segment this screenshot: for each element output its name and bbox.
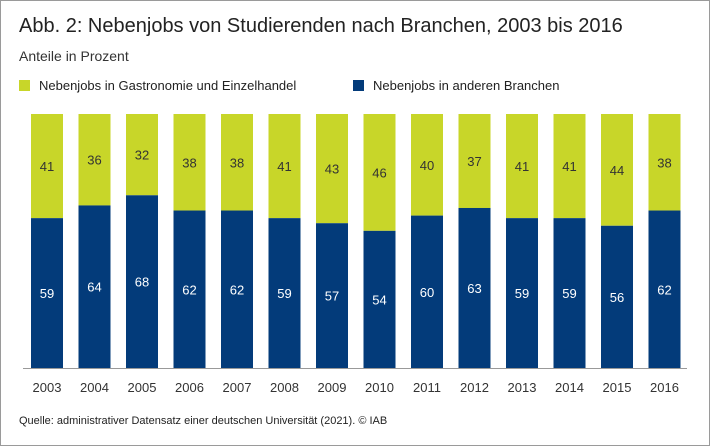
bar-andere-2015 [601, 225, 633, 368]
value-label-andere-2016: 62 [657, 282, 671, 297]
bar-group-2008: 41 59 2008 [268, 114, 301, 395]
x-tick-label-2003: 2003 [33, 380, 62, 395]
bar-andere-2009 [316, 223, 348, 368]
bar-andere-2010 [363, 230, 396, 368]
bar-group-2003: 41 59 2003 [31, 114, 63, 395]
bar-gastro-2008 [268, 114, 301, 219]
x-tick-label-2013: 2013 [508, 380, 537, 395]
bar-group-2007: 38 62 2007 [221, 114, 253, 395]
x-tick-label-2006: 2006 [175, 380, 204, 395]
bar-group-2011: 40 60 2011 [411, 114, 443, 395]
value-label-gastro-2014: 41 [562, 159, 576, 174]
bar-gastro-2010 [363, 114, 396, 231]
value-label-andere-2014: 59 [562, 286, 576, 301]
bar-group-2010: 46 54 2010 [363, 114, 396, 395]
value-label-andere-2003: 59 [40, 286, 54, 301]
value-label-andere-2015: 56 [610, 290, 624, 305]
bar-andere-2006 [173, 210, 206, 368]
bar-group-2014: 41 59 2014 [553, 114, 586, 395]
value-label-andere-2010: 54 [372, 292, 386, 307]
bar-andere-2003 [31, 218, 63, 368]
bar-group-2015: 44 56 2015 [601, 114, 633, 395]
x-tick-label-2005: 2005 [128, 380, 157, 395]
bar-gastro-2014 [553, 114, 586, 219]
x-tick-label-2008: 2008 [270, 380, 299, 395]
bar-gastro-2016 [648, 114, 681, 211]
value-label-andere-2007: 62 [230, 282, 244, 297]
bar-andere-2013 [506, 218, 538, 368]
value-label-andere-2011: 60 [420, 285, 434, 300]
chart-subtitle: Anteile in Prozent [19, 48, 129, 64]
bar-group-2016: 38 62 2016 [648, 114, 681, 395]
bar-group-2006: 38 62 2006 [173, 114, 206, 395]
x-tick-label-2010: 2010 [365, 380, 394, 395]
bar-gastro-2015 [601, 114, 633, 226]
bar-gastro-2004 [78, 114, 111, 206]
value-label-gastro-2015: 44 [610, 163, 624, 178]
value-label-gastro-2016: 38 [657, 155, 671, 170]
bar-gastro-2009 [316, 114, 348, 224]
bar-gastro-2011 [411, 114, 443, 216]
bar-group-2013: 41 59 2013 [506, 114, 538, 395]
bar-andere-2007 [221, 210, 253, 368]
legend-swatch-gastro [19, 80, 30, 91]
bar-gastro-2006 [173, 114, 206, 211]
value-label-gastro-2009: 43 [325, 162, 339, 177]
bar-group-2009: 43 57 2009 [316, 114, 348, 395]
value-label-gastro-2008: 41 [277, 159, 291, 174]
value-label-gastro-2005: 32 [135, 148, 149, 163]
bar-group-2012: 37 63 2012 [458, 114, 491, 395]
bar-gastro-2005 [126, 114, 158, 196]
value-label-gastro-2006: 38 [182, 155, 196, 170]
source-note: Quelle: administrativer Datensatz einer … [19, 415, 388, 427]
bar-gastro-2003 [31, 114, 63, 219]
value-label-gastro-2011: 40 [420, 158, 434, 173]
value-label-andere-2012: 63 [467, 281, 481, 296]
x-tick-label-2016: 2016 [650, 380, 679, 395]
bar-gastro-2012 [458, 114, 491, 208]
bar-group-2004: 36 64 2004 [78, 114, 111, 395]
legend-label-gastro: Nebenjobs in Gastronomie und Einzelhande… [39, 78, 297, 93]
value-label-gastro-2013: 41 [515, 159, 529, 174]
bar-andere-2005 [126, 195, 158, 368]
legend-item-gastro: Nebenjobs in Gastronomie und Einzelhande… [19, 78, 296, 93]
value-label-andere-2009: 57 [325, 289, 339, 304]
value-label-gastro-2012: 37 [467, 154, 481, 169]
x-tick-label-2007: 2007 [223, 380, 252, 395]
x-tick-label-2015: 2015 [603, 380, 632, 395]
bar-andere-2016 [648, 210, 681, 368]
x-tick-label-2012: 2012 [460, 380, 489, 395]
value-label-gastro-2010: 46 [372, 165, 386, 180]
bar-andere-2012 [458, 207, 491, 368]
chart-title: Abb. 2: Nebenjobs von Studierenden nach … [19, 15, 623, 37]
bar-andere-2004 [78, 205, 111, 368]
bar-gastro-2013 [506, 114, 538, 219]
value-label-andere-2008: 59 [277, 286, 291, 301]
value-label-andere-2013: 59 [515, 286, 529, 301]
x-tick-label-2009: 2009 [318, 380, 347, 395]
legend-swatch-andere [353, 80, 364, 91]
value-label-gastro-2004: 36 [87, 153, 101, 168]
bar-group-2005: 32 68 2005 [126, 114, 158, 395]
bar-andere-2014 [553, 218, 586, 368]
x-tick-label-2011: 2011 [413, 380, 441, 395]
legend-label-andere: Nebenjobs in anderen Branchen [373, 78, 560, 93]
x-tick-label-2014: 2014 [555, 380, 584, 395]
bar-andere-2011 [411, 215, 443, 368]
value-label-andere-2004: 64 [87, 280, 101, 295]
value-label-gastro-2007: 38 [230, 155, 244, 170]
x-tick-label-2004: 2004 [80, 380, 109, 395]
legend: Nebenjobs in Gastronomie und Einzelhande… [1, 78, 709, 98]
bar-gastro-2007 [221, 114, 253, 211]
legend-item-andere: Nebenjobs in anderen Branchen [353, 78, 559, 93]
bar-andere-2008 [268, 218, 301, 368]
value-label-gastro-2003: 41 [40, 159, 54, 174]
value-label-andere-2005: 68 [135, 275, 149, 290]
value-label-andere-2006: 62 [182, 282, 196, 297]
